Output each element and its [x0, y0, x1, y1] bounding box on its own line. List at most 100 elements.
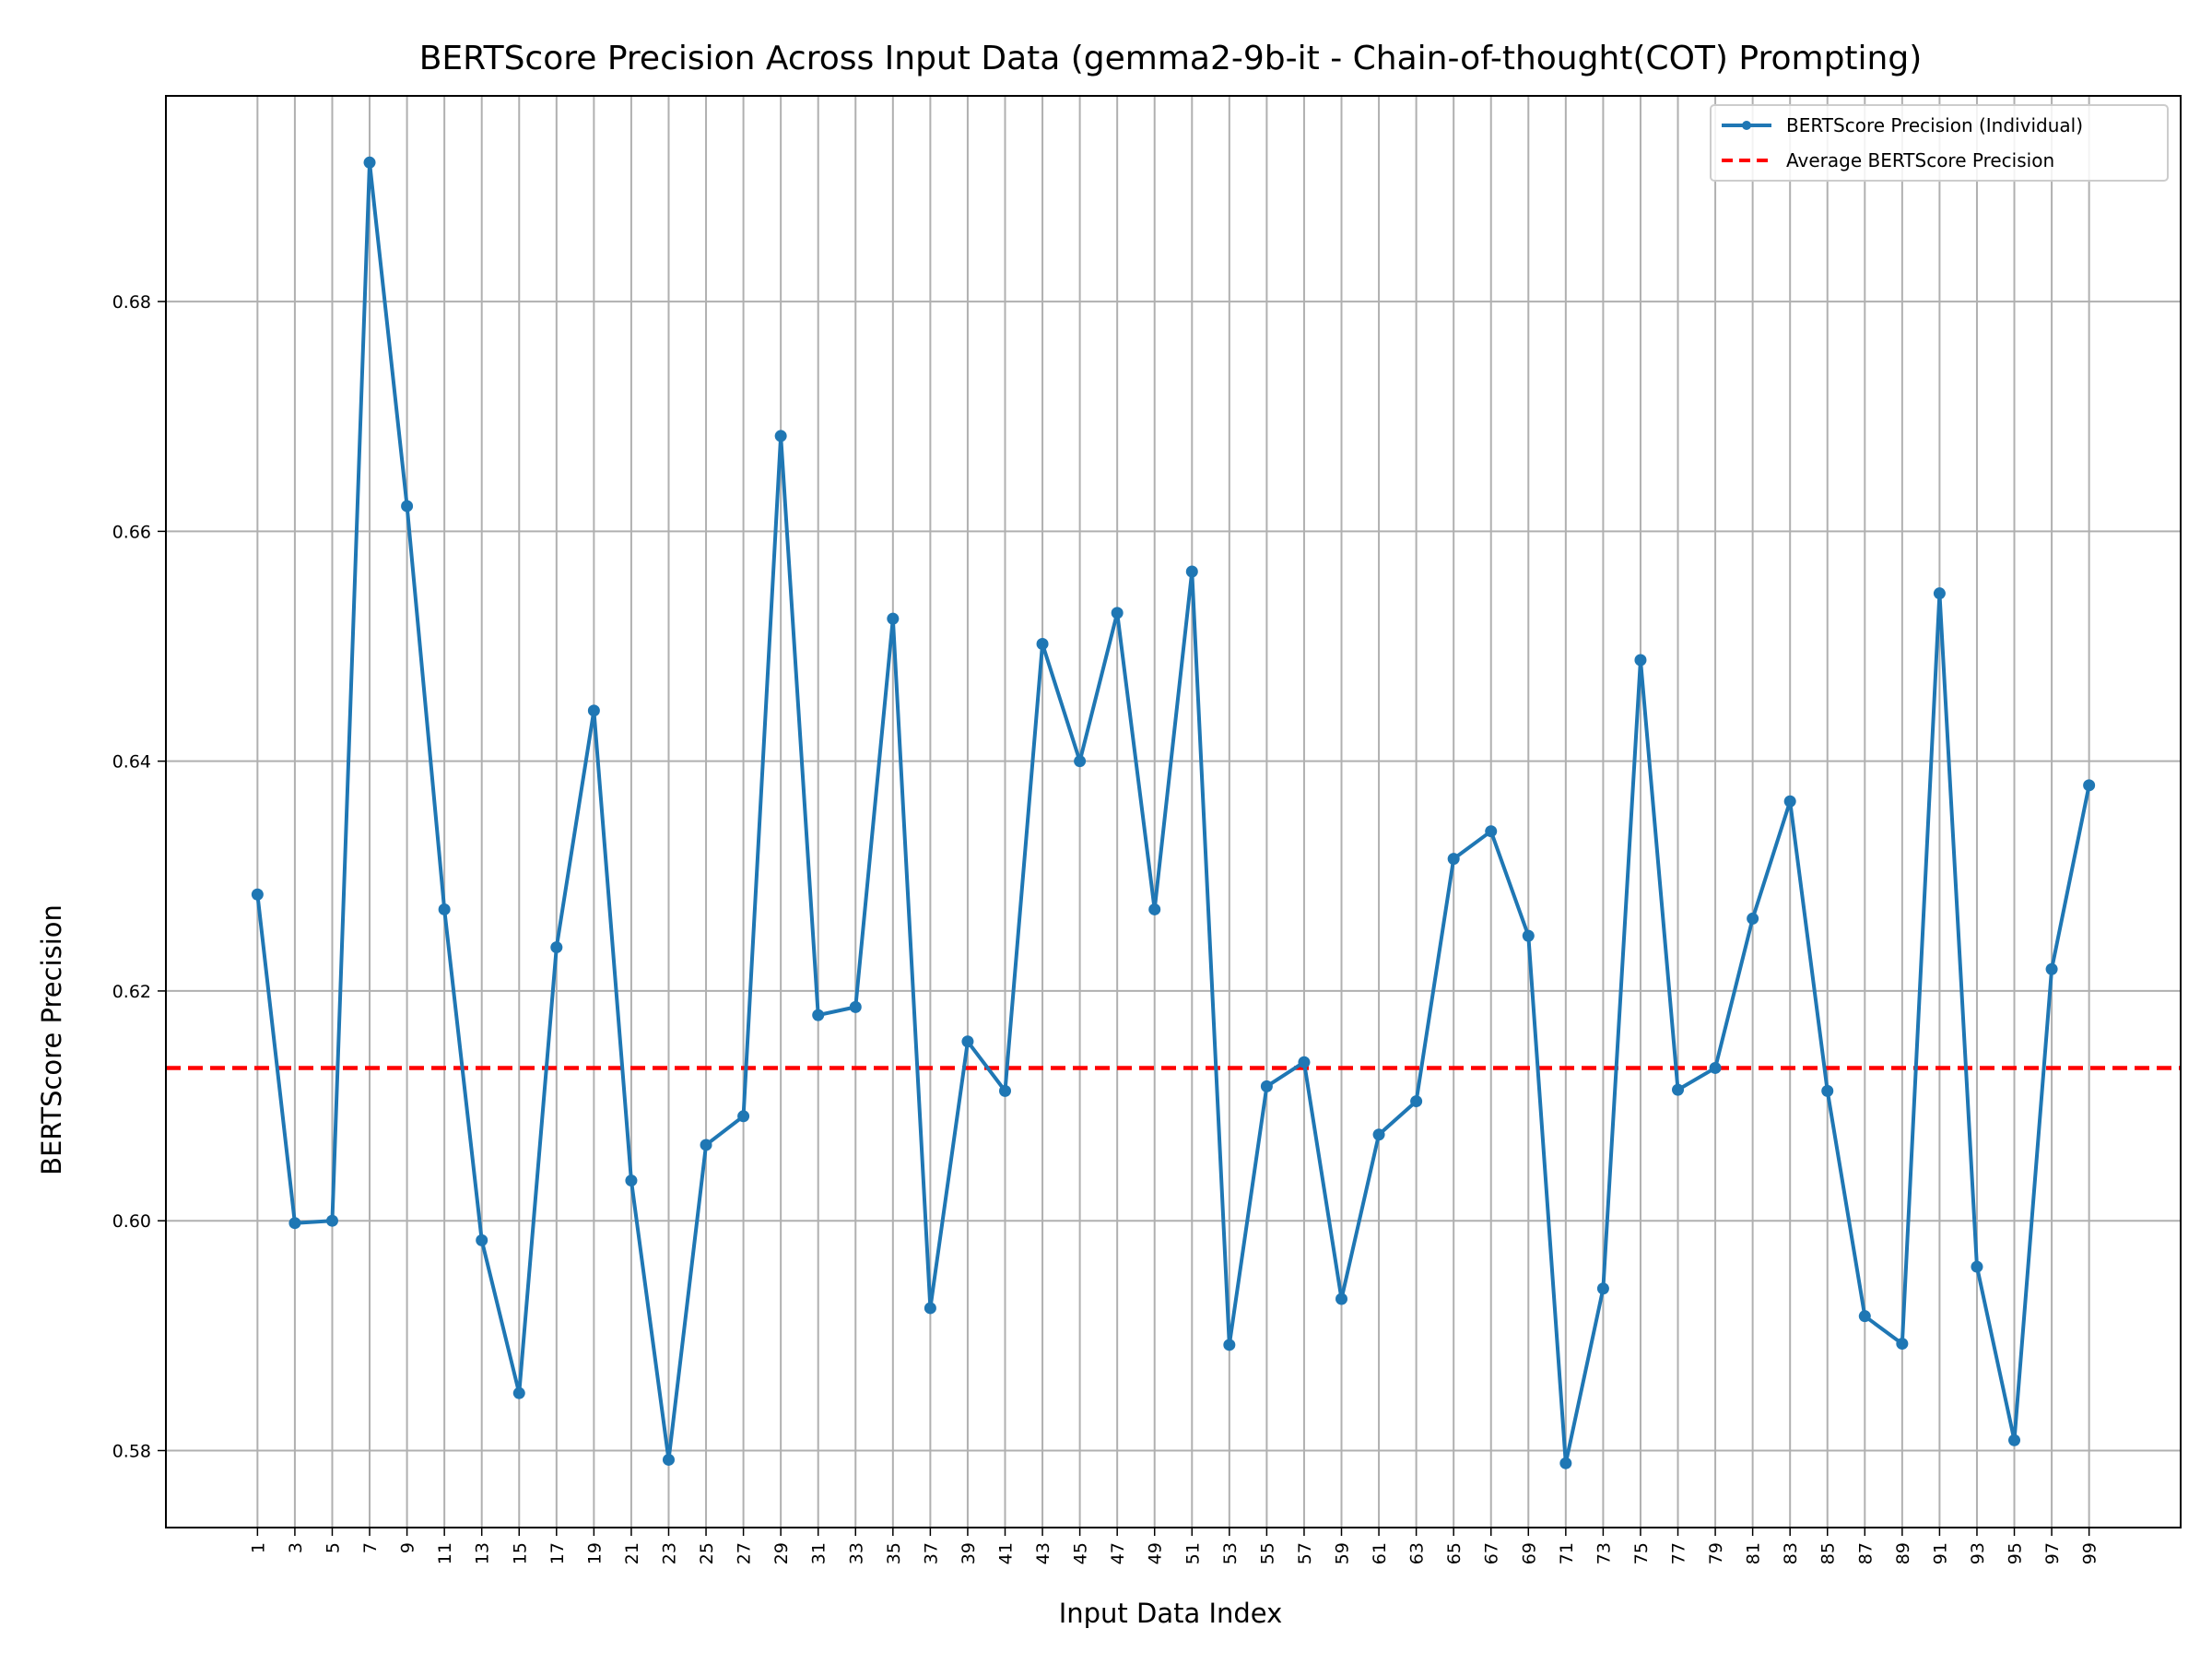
x-tick-label: 31: [809, 1542, 830, 1564]
x-tick-label: 15: [510, 1542, 530, 1564]
x-tick-label: 21: [622, 1542, 642, 1564]
y-tick-label: 0.68: [112, 292, 151, 313]
chart-title: BERTScore Precision Across Input Data (g…: [419, 40, 1923, 77]
data-point: [1298, 1056, 1311, 1068]
data-point: [961, 1035, 974, 1048]
data-point: [1410, 1095, 1423, 1108]
data-point: [1933, 587, 1946, 600]
data-point: [924, 1302, 936, 1315]
x-tick-label: 1: [248, 1542, 268, 1553]
data-point: [662, 1453, 675, 1466]
data-point: [550, 941, 563, 954]
y-tick-label: 0.60: [112, 1211, 151, 1232]
data-point: [1858, 1310, 1871, 1323]
x-tick-label: 53: [1220, 1542, 1241, 1564]
x-tick-label: 27: [735, 1542, 755, 1564]
data-point: [363, 156, 376, 169]
data-point: [1559, 1457, 1572, 1469]
x-tick-label: 73: [1594, 1542, 1614, 1564]
series-layer: [251, 156, 2096, 1469]
x-tick-label: 97: [2042, 1542, 2063, 1564]
x-tick-label: 41: [995, 1542, 1016, 1564]
x-tick-label: 63: [1407, 1542, 1428, 1564]
data-point: [1596, 1282, 1609, 1295]
data-point: [774, 430, 787, 443]
y-tick-label: 0.64: [112, 752, 151, 773]
x-tick-label: 95: [2006, 1542, 2026, 1564]
x-tick-label: 67: [1482, 1542, 1502, 1564]
x-tick-label: 43: [1033, 1542, 1053, 1564]
legend-label-individual: BERTScore Precision (Individual): [1786, 114, 2083, 136]
x-tick-label: 61: [1370, 1542, 1390, 1564]
y-axis-ticks: 0.58 0.60 0.62 0.64 0.66 0.68: [112, 292, 166, 1461]
data-point: [1223, 1339, 1236, 1351]
x-tick-label: 19: [584, 1542, 605, 1564]
data-point: [587, 704, 600, 717]
x-tick-label: 69: [1519, 1542, 1539, 1564]
data-point: [251, 888, 264, 901]
x-tick-label: 25: [697, 1542, 717, 1564]
x-axis-label: Input Data Index: [1059, 1598, 1283, 1629]
data-point: [1709, 1061, 1722, 1074]
x-tick-label: 51: [1182, 1542, 1203, 1564]
data-point: [1372, 1128, 1385, 1141]
x-tick-label: 5: [323, 1542, 343, 1553]
legend-label-average: Average BERTScore Precision: [1786, 149, 2054, 171]
data-point: [401, 500, 414, 513]
legend: BERTScore Precision (Individual) Average…: [1710, 104, 2169, 182]
legend-marker-individual: [1742, 121, 1751, 130]
data-point: [2083, 779, 2096, 792]
data-point: [625, 1174, 638, 1187]
x-tick-label: 75: [1631, 1542, 1652, 1564]
data-point: [1971, 1260, 1983, 1273]
x-tick-label: 35: [884, 1542, 904, 1564]
x-tick-label: 77: [1669, 1542, 1689, 1564]
data-point: [512, 1387, 525, 1399]
plot-frame: [165, 95, 2182, 1528]
x-tick-label: 49: [1146, 1542, 1166, 1564]
x-tick-label: 13: [473, 1542, 493, 1564]
data-point: [700, 1139, 712, 1151]
x-tick-label: 39: [959, 1542, 979, 1564]
y-axis-label: BERTScore Precision: [36, 904, 67, 1175]
x-tick-label: 47: [1108, 1542, 1128, 1564]
data-point: [1747, 912, 1759, 925]
grid: [166, 96, 2181, 1528]
data-point: [737, 1110, 750, 1123]
data-point: [325, 1214, 338, 1227]
x-tick-label: 23: [659, 1542, 679, 1564]
x-tick-label: 65: [1444, 1542, 1465, 1564]
data-point: [1634, 654, 1647, 667]
x-tick-label: 93: [1968, 1542, 1988, 1564]
x-tick-label: 99: [2080, 1542, 2100, 1564]
x-tick-label: 83: [1781, 1542, 1801, 1564]
data-point: [1074, 755, 1087, 768]
data-point: [1783, 795, 1796, 808]
data-point: [2045, 962, 2058, 975]
x-tick-label: 57: [1295, 1542, 1315, 1564]
x-tick-label: 85: [1818, 1542, 1839, 1564]
x-tick-label: 33: [846, 1542, 866, 1564]
x-tick-label: 29: [771, 1542, 792, 1564]
x-tick-label: 59: [1333, 1542, 1353, 1564]
data-point: [1036, 638, 1049, 651]
x-tick-label: 11: [435, 1542, 455, 1564]
x-tick-label: 91: [1930, 1542, 1950, 1564]
series-line-individual: [255, 160, 2091, 1466]
data-point: [1672, 1083, 1685, 1096]
x-tick-label: 87: [1855, 1542, 1876, 1564]
x-tick-label: 3: [286, 1542, 306, 1553]
data-point: [812, 1009, 825, 1021]
data-point: [1896, 1338, 1909, 1351]
data-point: [849, 1000, 862, 1013]
data-point: [288, 1217, 301, 1230]
y-tick-label: 0.62: [112, 982, 151, 1002]
data-point: [1821, 1084, 1834, 1097]
data-point: [1148, 903, 1161, 915]
data-point: [887, 612, 900, 625]
x-tick-label: 7: [360, 1542, 381, 1553]
data-point: [1522, 929, 1535, 942]
data-point: [1260, 1080, 1273, 1092]
x-tick-label: 71: [1557, 1542, 1577, 1564]
